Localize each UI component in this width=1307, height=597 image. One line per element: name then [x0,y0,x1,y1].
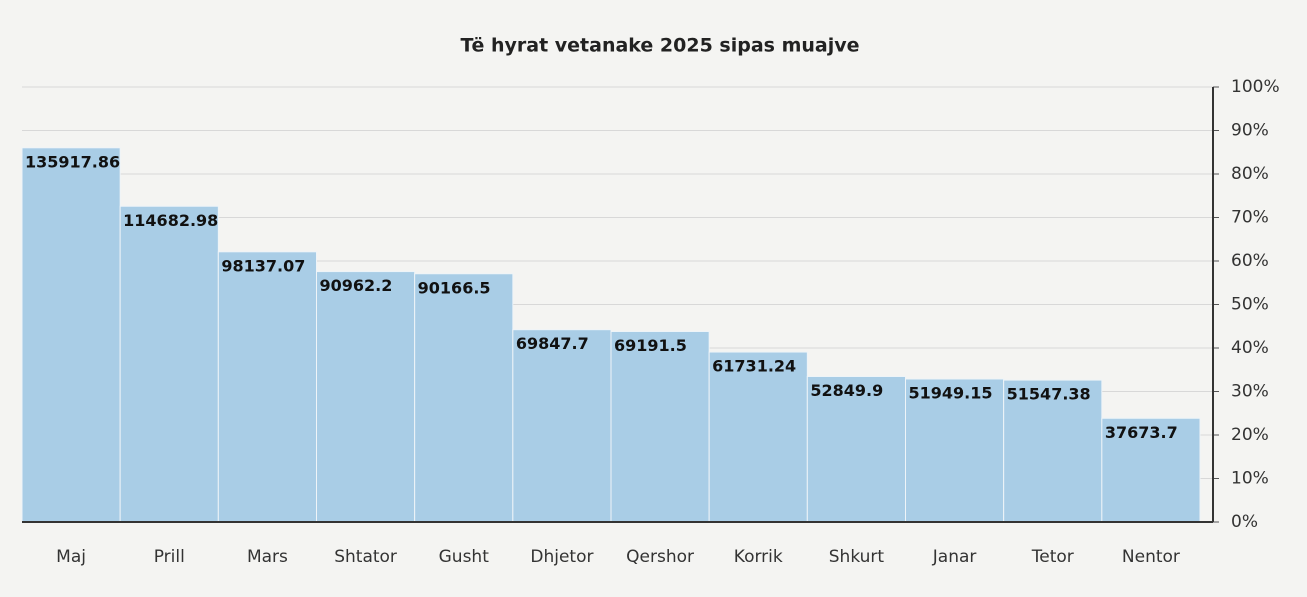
y2-tick-label: 30% [1231,382,1269,402]
y2-tick-label: 20% [1231,425,1269,445]
bar [217,251,317,523]
x-tick-label: Maj [56,547,86,567]
y2-tick-label: 40% [1231,338,1269,358]
y2-tick-label: 90% [1231,121,1269,141]
data-label: 51547.38 [1007,385,1091,404]
data-label: 90166.5 [418,278,491,297]
bar [708,351,808,523]
x-tick-label: Prill [154,547,185,567]
y2-tick-label: 80% [1231,164,1269,184]
data-label: 61731.24 [712,357,796,376]
data-label: 114682.98 [123,211,218,230]
y2-tick-label: 50% [1231,295,1269,315]
bar [1101,417,1201,523]
y2-tick-label: 70% [1231,208,1269,228]
data-label: 90962.2 [320,276,393,295]
bar [512,329,612,523]
data-label: 135917.86 [25,152,120,171]
data-label: 69191.5 [614,336,687,355]
y2-tick-label: 60% [1231,251,1269,271]
bar [316,271,416,523]
x-tick-label: Shkurt [829,547,885,567]
bar [119,205,219,523]
bar [610,331,710,523]
x-tick-label: Qershor [626,547,694,567]
bar [414,273,514,523]
x-tick-label: Korrik [734,547,783,567]
bar [21,147,121,523]
chart-title: Të hyrat vetanake 2025 sipas muajve [460,35,859,57]
bar [806,375,906,523]
data-label: 52849.9 [810,381,883,400]
data-label: 98137.07 [221,256,305,275]
data-label: 69847.7 [516,334,589,353]
x-tick-label: Gusht [439,547,490,567]
x-tick-label: Janar [932,547,977,567]
x-tick-label: Nentor [1122,547,1180,567]
data-label: 37673.7 [1105,423,1178,442]
x-tick-label: Shtator [334,547,397,567]
x-tick-label: Dhjetor [530,547,593,567]
bar [905,378,1005,523]
data-label: 51949.15 [909,383,993,402]
y2-tick-label: 0% [1231,512,1258,532]
x-tick-label: Tetor [1031,547,1074,567]
y2-tick-label: 100% [1231,77,1280,97]
y2-tick-label: 10% [1231,469,1269,489]
x-tick-label: Mars [247,547,288,567]
